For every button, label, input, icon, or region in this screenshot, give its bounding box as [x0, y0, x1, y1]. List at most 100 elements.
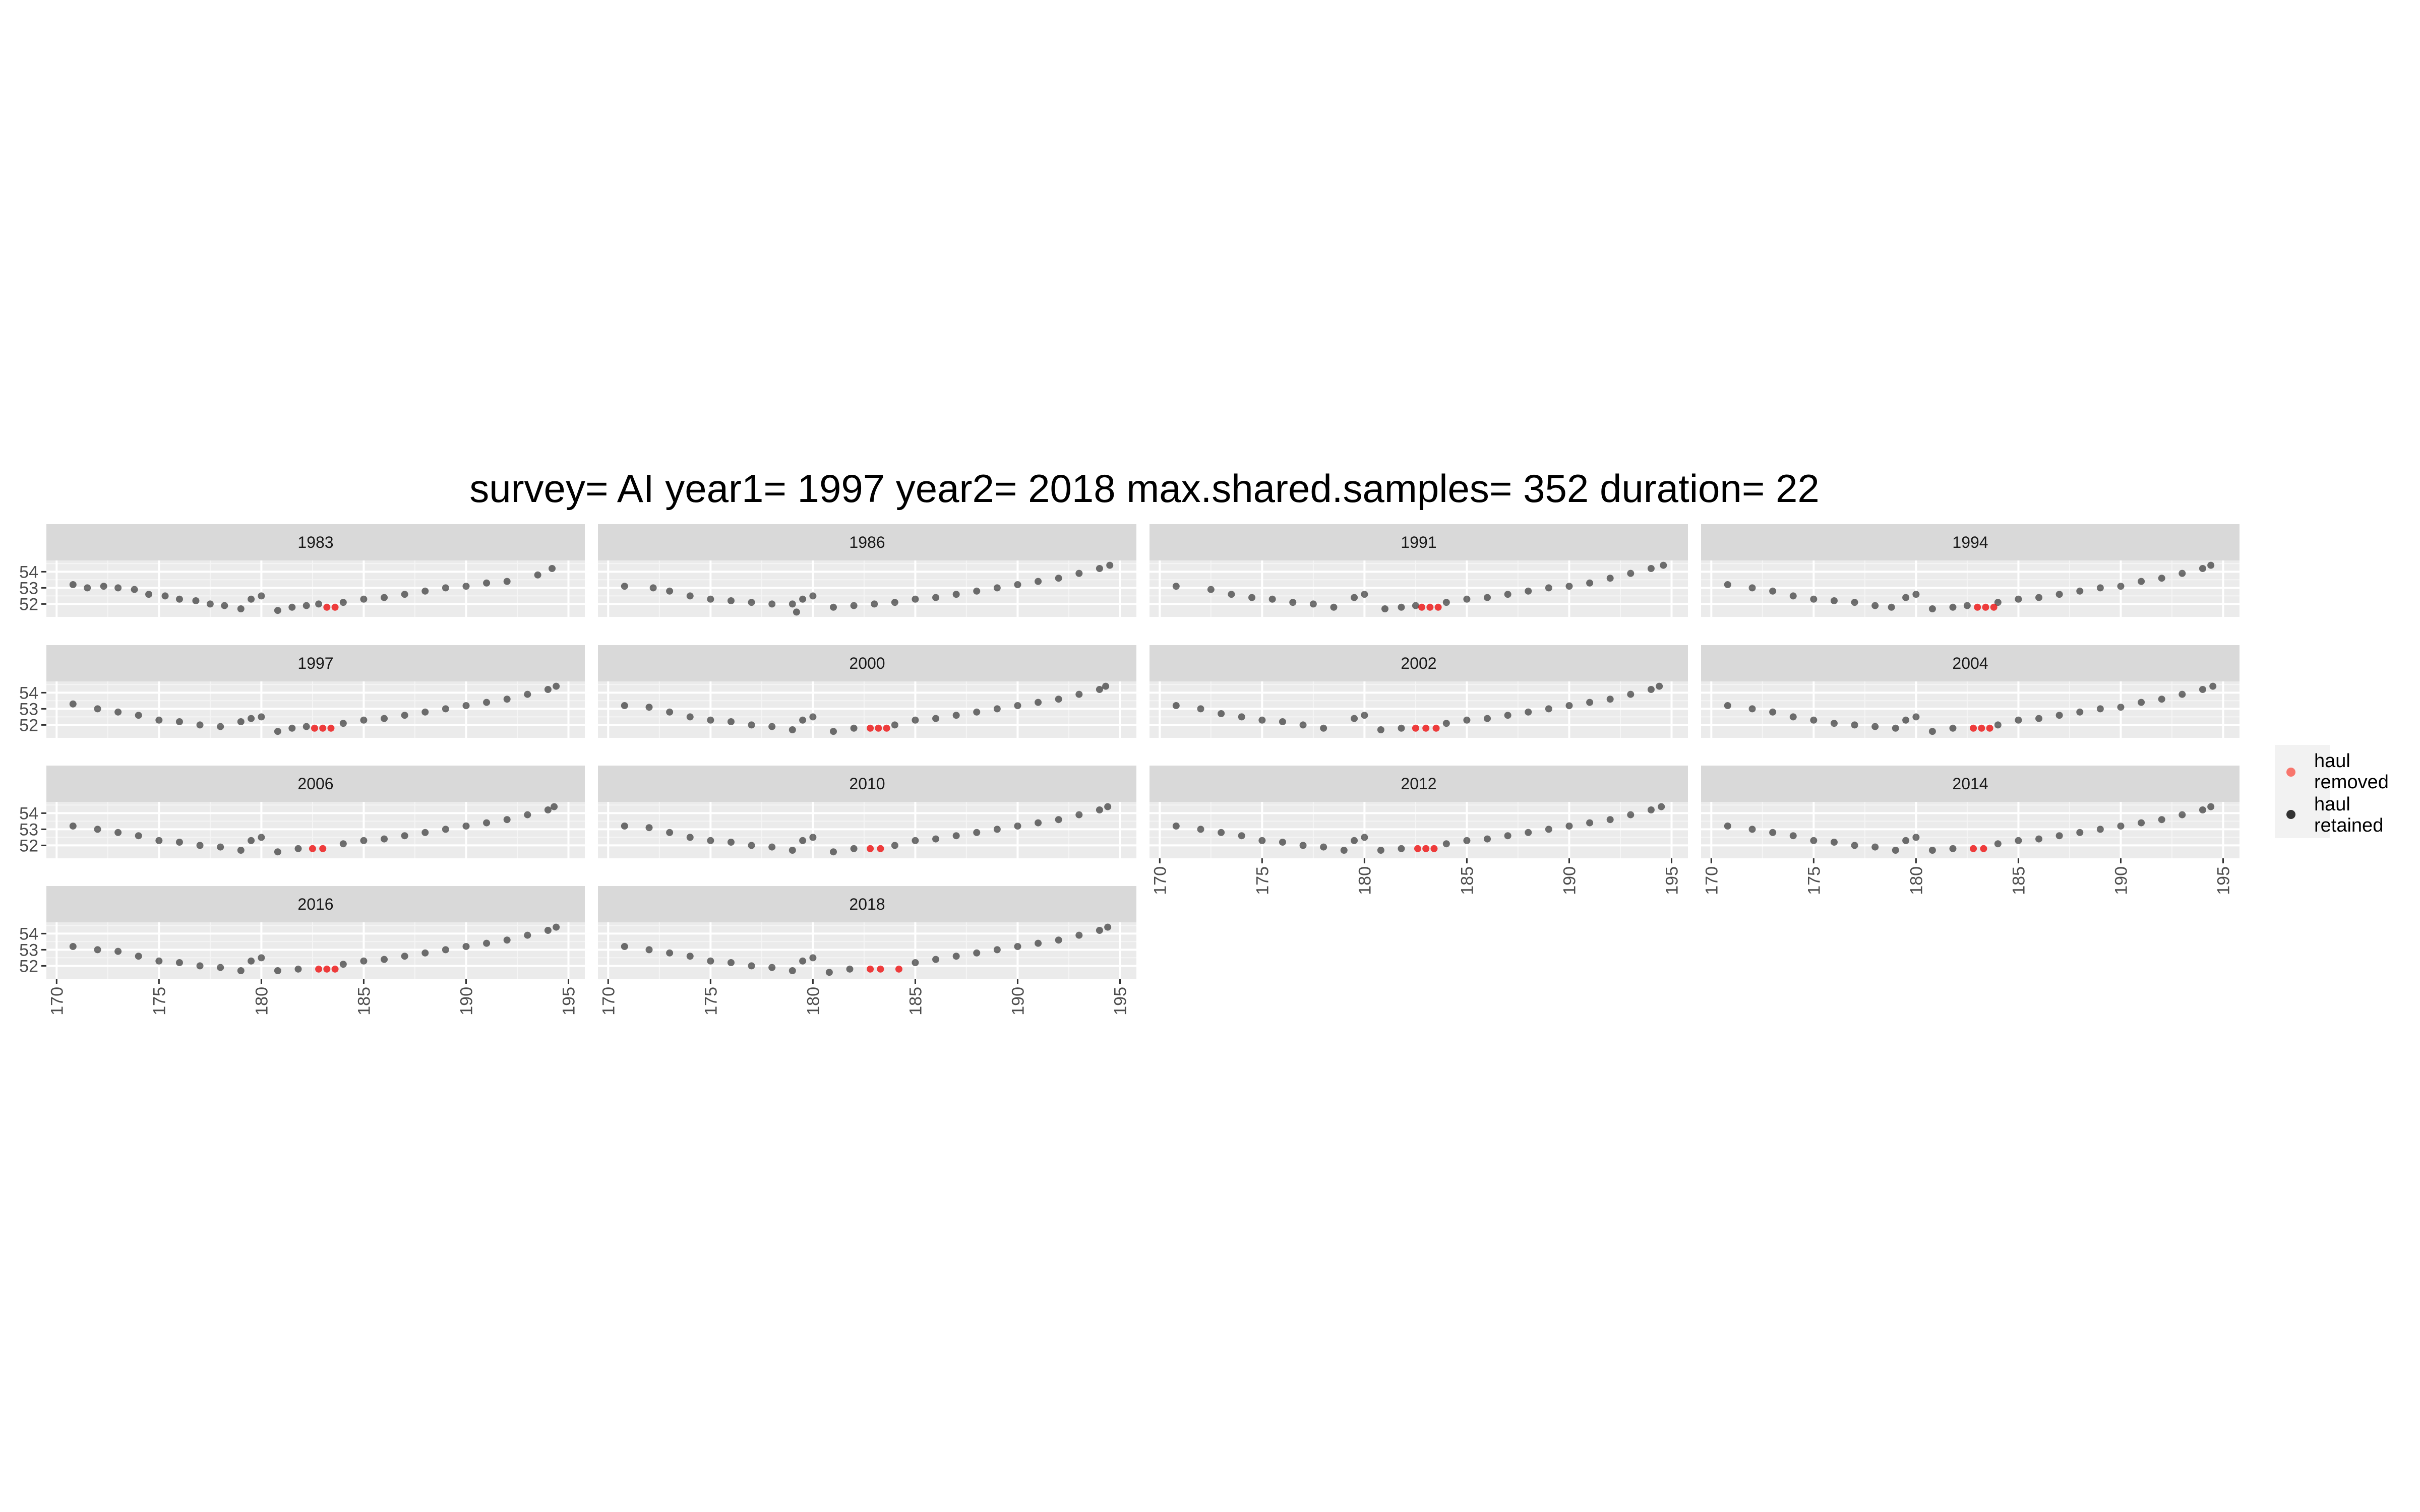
- point-retained: [1565, 583, 1573, 590]
- point-retained: [621, 583, 628, 590]
- facet-panel-1994: 1994: [1701, 524, 2240, 617]
- point-retained: [1484, 594, 1491, 601]
- point-removed: [1432, 724, 1440, 732]
- legend-key-removed: [2286, 768, 2295, 777]
- point-retained: [100, 583, 107, 590]
- point-retained: [891, 721, 898, 729]
- point-retained: [2158, 816, 2165, 824]
- point-retained: [155, 837, 163, 844]
- point-retained: [339, 840, 347, 848]
- x-tick-label: 170: [599, 987, 618, 1016]
- point-retained: [442, 826, 449, 833]
- point-retained: [666, 829, 674, 836]
- point-retained: [1928, 605, 1936, 612]
- point-retained: [1442, 599, 1450, 606]
- y-tick-label: 53: [19, 700, 38, 719]
- point-retained: [1248, 594, 1256, 601]
- x-tick-label: 195: [560, 987, 579, 1016]
- point-retained: [1606, 575, 1614, 582]
- point-retained: [789, 726, 796, 733]
- point-retained: [1545, 705, 1552, 713]
- facet-strip-2006: [46, 766, 585, 802]
- facet-strip-label-2002: 2002: [1401, 654, 1436, 672]
- point-retained: [1238, 832, 1245, 840]
- point-retained: [1565, 823, 1573, 830]
- point-retained: [135, 953, 142, 960]
- point-retained: [2209, 682, 2217, 690]
- facet-panel-1991: 1991: [1150, 524, 1688, 617]
- point-retained: [1377, 847, 1384, 854]
- point-retained: [799, 957, 807, 965]
- point-retained: [315, 600, 323, 608]
- point-retained: [932, 835, 940, 843]
- point-retained: [1851, 721, 1858, 729]
- facet-panel-2010: 2010: [598, 766, 1136, 858]
- point-retained: [1504, 712, 1511, 719]
- point-retained: [1463, 595, 1471, 603]
- legend-label-retained-line1: haul: [2314, 794, 2350, 815]
- point-retained: [1014, 702, 1021, 709]
- point-retained: [1484, 835, 1491, 843]
- facet-strip-2014: [1701, 766, 2240, 802]
- point-retained: [2076, 587, 2084, 595]
- point-retained: [1102, 682, 1110, 690]
- point-retained: [891, 599, 898, 606]
- point-retained: [1330, 603, 1338, 611]
- point-retained: [973, 949, 981, 957]
- point-retained: [2096, 584, 2104, 592]
- point-retained: [1830, 597, 1838, 604]
- point-retained: [175, 959, 183, 966]
- point-retained: [1851, 842, 1858, 849]
- point-retained: [645, 824, 653, 832]
- legend-background: [2275, 745, 2330, 838]
- point-retained: [2055, 712, 2063, 719]
- point-retained: [274, 967, 281, 974]
- point-retained: [401, 953, 408, 960]
- point-retained: [145, 591, 153, 598]
- point-retained: [1442, 840, 1450, 848]
- point-removed: [877, 965, 884, 973]
- point-retained: [175, 839, 183, 846]
- point-removed: [1414, 845, 1421, 852]
- x-tick-label: 195: [2214, 866, 2233, 895]
- point-removed: [1422, 724, 1430, 732]
- point-retained: [2096, 705, 2104, 713]
- x-tick-label: 195: [1663, 866, 1682, 895]
- point-retained: [1309, 600, 1317, 608]
- point-retained: [524, 690, 531, 698]
- point-retained: [1055, 575, 1062, 582]
- point-retained: [274, 728, 281, 735]
- point-retained: [1258, 716, 1266, 724]
- point-retained: [258, 592, 265, 600]
- point-retained: [1055, 936, 1062, 944]
- point-removed: [877, 845, 884, 852]
- point-retained: [829, 728, 837, 735]
- chart-title: survey= AI year1= 1997 year2= 2018 max.s…: [469, 466, 1820, 511]
- facet-strip-label-2004: 2004: [1952, 654, 1988, 672]
- facet-panel-2000: 2000: [598, 645, 1136, 738]
- point-retained: [768, 723, 776, 730]
- point-retained: [421, 708, 429, 716]
- point-retained: [69, 943, 77, 950]
- point-retained: [503, 578, 511, 585]
- point-retained: [1504, 832, 1511, 840]
- point-retained: [248, 837, 255, 844]
- point-retained: [1724, 702, 1731, 709]
- point-removed: [1990, 603, 1998, 611]
- point-removed: [1978, 724, 1985, 732]
- point-retained: [1606, 816, 1614, 824]
- point-retained: [1340, 847, 1348, 854]
- point-retained: [483, 579, 491, 587]
- point-retained: [1096, 806, 1103, 813]
- legend-label-removed-line2: removed: [2314, 772, 2389, 793]
- point-retained: [1748, 705, 1756, 713]
- point-removed: [875, 724, 882, 732]
- point-retained: [206, 600, 214, 608]
- point-retained: [1902, 594, 1910, 601]
- facet-strip-1997: [46, 645, 585, 681]
- point-retained: [666, 708, 674, 716]
- point-retained: [155, 716, 163, 724]
- point-retained: [1035, 939, 1042, 947]
- point-retained: [524, 931, 531, 939]
- point-retained: [850, 602, 858, 609]
